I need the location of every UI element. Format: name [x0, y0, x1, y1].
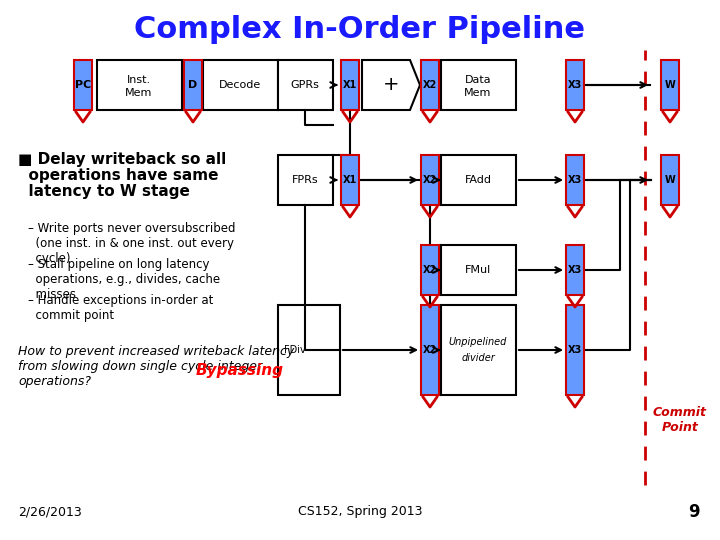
Text: ■ Delay writeback so all: ■ Delay writeback so all: [18, 152, 226, 167]
Text: operations have same: operations have same: [18, 168, 218, 183]
Text: FAdd: FAdd: [464, 175, 492, 185]
Text: How to prevent increased writeback latency
from slowing down single cycle intege: How to prevent increased writeback laten…: [18, 345, 294, 388]
Text: X2: X2: [423, 175, 437, 185]
Text: FMul: FMul: [465, 265, 491, 275]
Text: 9: 9: [688, 503, 700, 521]
Bar: [566, 305, 584, 395]
Polygon shape: [362, 60, 420, 110]
Text: FPRs: FPRs: [292, 175, 318, 185]
Text: Bypassing: Bypassing: [196, 363, 284, 378]
Text: FDiv: FDiv: [284, 345, 306, 355]
FancyBboxPatch shape: [278, 60, 333, 110]
Bar: [566, 155, 584, 205]
Bar: [74, 60, 92, 110]
Text: Mem: Mem: [464, 88, 492, 98]
Bar: [661, 60, 679, 110]
Text: Mem: Mem: [125, 88, 153, 98]
Text: X3: X3: [568, 175, 582, 185]
FancyBboxPatch shape: [203, 60, 278, 110]
Text: – Stall pipeline on long latency
  operations, e.g., divides, cache
  misses: – Stall pipeline on long latency operati…: [28, 258, 220, 301]
Text: PC: PC: [75, 80, 91, 90]
FancyBboxPatch shape: [441, 305, 516, 395]
Text: +: +: [383, 76, 400, 94]
Bar: [421, 60, 439, 110]
Bar: [421, 305, 439, 395]
Text: Complex In-Order Pipeline: Complex In-Order Pipeline: [135, 16, 585, 44]
Text: 2/26/2013: 2/26/2013: [18, 505, 82, 518]
Text: CS152, Spring 2013: CS152, Spring 2013: [298, 505, 422, 518]
Text: Inst.: Inst.: [127, 75, 151, 85]
Text: GPRs: GPRs: [291, 80, 320, 90]
FancyBboxPatch shape: [441, 245, 516, 295]
FancyBboxPatch shape: [278, 305, 340, 395]
Text: X2: X2: [423, 80, 437, 90]
Bar: [341, 155, 359, 205]
Text: X2: X2: [423, 265, 437, 275]
FancyBboxPatch shape: [97, 60, 182, 110]
Bar: [184, 60, 202, 110]
Text: D: D: [189, 80, 197, 90]
Text: X3: X3: [568, 80, 582, 90]
Bar: [661, 155, 679, 205]
Text: X3: X3: [568, 345, 582, 355]
Text: – Handle exceptions in-order at
  commit point: – Handle exceptions in-order at commit p…: [28, 294, 213, 322]
Text: X3: X3: [568, 265, 582, 275]
FancyBboxPatch shape: [441, 60, 516, 110]
FancyBboxPatch shape: [278, 155, 333, 205]
Text: W: W: [665, 175, 675, 185]
Text: Decode: Decode: [219, 80, 261, 90]
Bar: [566, 245, 584, 295]
Text: X1: X1: [343, 80, 357, 90]
Text: X2: X2: [423, 345, 437, 355]
Text: Commit
Point: Commit Point: [653, 406, 707, 434]
Bar: [566, 60, 584, 110]
Text: X1: X1: [343, 175, 357, 185]
Text: – Write ports never oversubscribed
  (one inst. in & one inst. out every
  cycle: – Write ports never oversubscribed (one …: [28, 222, 235, 265]
Text: latency to W stage: latency to W stage: [18, 184, 190, 199]
Bar: [341, 60, 359, 110]
Bar: [421, 245, 439, 295]
Text: W: W: [665, 80, 675, 90]
Text: Unpipelined: Unpipelined: [449, 337, 507, 347]
Bar: [421, 155, 439, 205]
Text: Data: Data: [464, 75, 491, 85]
Text: divider: divider: [461, 353, 495, 363]
FancyBboxPatch shape: [441, 155, 516, 205]
